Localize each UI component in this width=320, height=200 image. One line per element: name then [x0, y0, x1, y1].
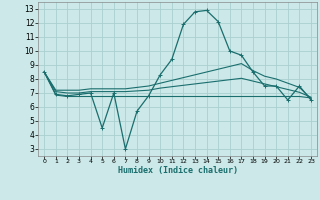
- X-axis label: Humidex (Indice chaleur): Humidex (Indice chaleur): [118, 166, 238, 175]
